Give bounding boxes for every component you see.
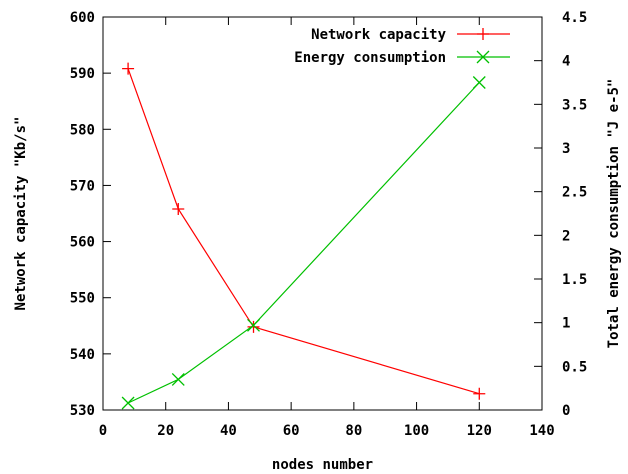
- y2-tick-label: 3: [562, 141, 570, 157]
- legend-label-2: Energy consumption: [294, 50, 446, 66]
- series-line-1: [127, 68, 480, 395]
- legend-label-1: Network capacity: [311, 27, 446, 43]
- series-2-point: [171, 372, 185, 386]
- series-2-point: [247, 318, 260, 332]
- y2-tick-label: 2.5: [562, 185, 587, 201]
- y-axis-label: Network capacity "Kb/s": [13, 117, 29, 311]
- legend-marker-2: [476, 50, 490, 64]
- y-tick-label: 580: [70, 122, 95, 138]
- series-2-point: [472, 76, 486, 89]
- series-line-2: [127, 82, 480, 404]
- y-tick-label: 540: [70, 347, 95, 363]
- x-tick-label: 120: [467, 423, 492, 439]
- x-axis-label: nodes number: [272, 457, 373, 473]
- y-tick-label: 530: [70, 403, 95, 419]
- y-tick-label: 590: [70, 66, 95, 82]
- y2-axis-label: Total energy consumption "J e-5": [606, 79, 622, 349]
- y2-tick-label: 2: [562, 228, 570, 244]
- y-tick-label: 570: [70, 178, 95, 194]
- series-2-point: [121, 396, 135, 410]
- plot-frame: [102, 16, 543, 411]
- series-1-point: [473, 387, 486, 400]
- x-tick-label: 0: [99, 423, 107, 439]
- x-tick-label: 100: [404, 423, 429, 439]
- series-1-point: [247, 320, 260, 333]
- y2-tick-label: 1.5: [562, 272, 587, 288]
- y2-tick-label: 0.5: [562, 359, 587, 375]
- series-1-point: [122, 62, 135, 75]
- x-tick-label: 20: [157, 423, 174, 439]
- x-tick-label: 140: [529, 423, 554, 439]
- series-1-point: [172, 203, 185, 216]
- legend-marker-1: [477, 28, 489, 40]
- x-tick-label: 60: [283, 423, 300, 439]
- x-tick-label: 80: [345, 423, 362, 439]
- y2-tick-label: 3.5: [562, 97, 587, 113]
- y-tick-label: 560: [70, 235, 95, 251]
- y-tick-label: 550: [70, 291, 95, 307]
- x-tick-label: 40: [220, 423, 237, 439]
- y2-tick-label: 1: [562, 316, 570, 332]
- y-tick-label: 600: [70, 10, 95, 26]
- y2-tick-label: 4: [562, 54, 570, 70]
- y2-tick-label: 0: [562, 403, 570, 419]
- y2-tick-label: 4.5: [562, 10, 587, 26]
